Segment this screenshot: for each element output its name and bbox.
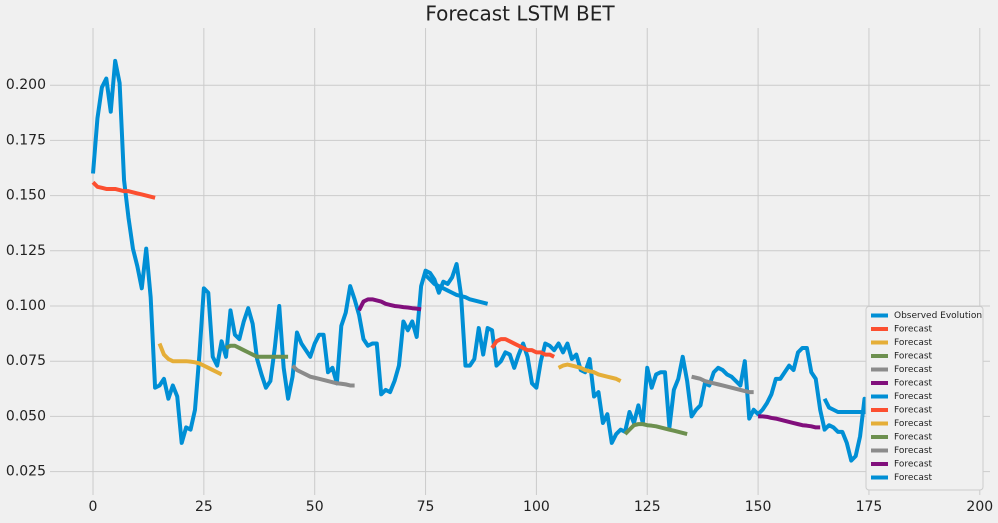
legend-label: Forecast xyxy=(894,338,933,348)
x-tick-label: 100 xyxy=(523,499,550,515)
legend-label: Forecast xyxy=(894,473,933,483)
legend-box xyxy=(865,306,984,491)
series-line xyxy=(557,362,622,383)
y-tick-label: 0.125 xyxy=(6,243,46,259)
series-line xyxy=(91,58,947,472)
legend-label: Forecast xyxy=(894,406,933,416)
legend-label: Forecast xyxy=(894,352,933,362)
chart-title: Forecast LSTM BET xyxy=(425,2,615,26)
legend-label: Forecast xyxy=(894,446,933,456)
series-line xyxy=(490,337,556,359)
x-tick-label: 200 xyxy=(966,499,993,515)
series-line xyxy=(758,414,821,430)
legend-label: Forecast xyxy=(894,379,933,389)
x-tick-label: 175 xyxy=(856,499,883,515)
legend-label: Forecast xyxy=(894,392,933,402)
series-line xyxy=(424,273,489,306)
series-line xyxy=(623,422,688,436)
legend: Observed Evolution Forecast Forecast Foreca… xyxy=(865,306,984,491)
y-tick-label: 0.050 xyxy=(6,408,46,424)
y-tick-label: 0.200 xyxy=(6,77,46,93)
series-line xyxy=(691,374,754,395)
series-line xyxy=(157,342,223,377)
series-line xyxy=(291,364,355,388)
y-tick-label: 0.025 xyxy=(6,464,46,480)
legend-label: Observed Evolution xyxy=(894,311,982,321)
y-tick-label: 0.150 xyxy=(6,188,46,204)
series-line xyxy=(357,297,422,312)
y-tick-label: 0.100 xyxy=(6,298,46,314)
series-line xyxy=(225,343,289,359)
x-tick-label: 150 xyxy=(745,499,772,515)
x-tick-label: 50 xyxy=(306,499,324,515)
legend-label: Forecast xyxy=(894,460,933,470)
legend-label: Forecast xyxy=(894,433,933,443)
y-tick-label: 0.175 xyxy=(6,132,46,148)
x-tick-label: 0 xyxy=(89,499,98,515)
x-tick-label: 125 xyxy=(634,499,661,515)
legend-label: Forecast xyxy=(894,325,933,335)
x-tick-label: 25 xyxy=(195,499,213,515)
series-line xyxy=(91,180,156,200)
legend-label: Forecast xyxy=(894,419,933,429)
x-tick-label: 75 xyxy=(417,499,435,515)
y-tick-label: 0.075 xyxy=(6,353,46,369)
legend-label: Forecast xyxy=(894,365,933,375)
